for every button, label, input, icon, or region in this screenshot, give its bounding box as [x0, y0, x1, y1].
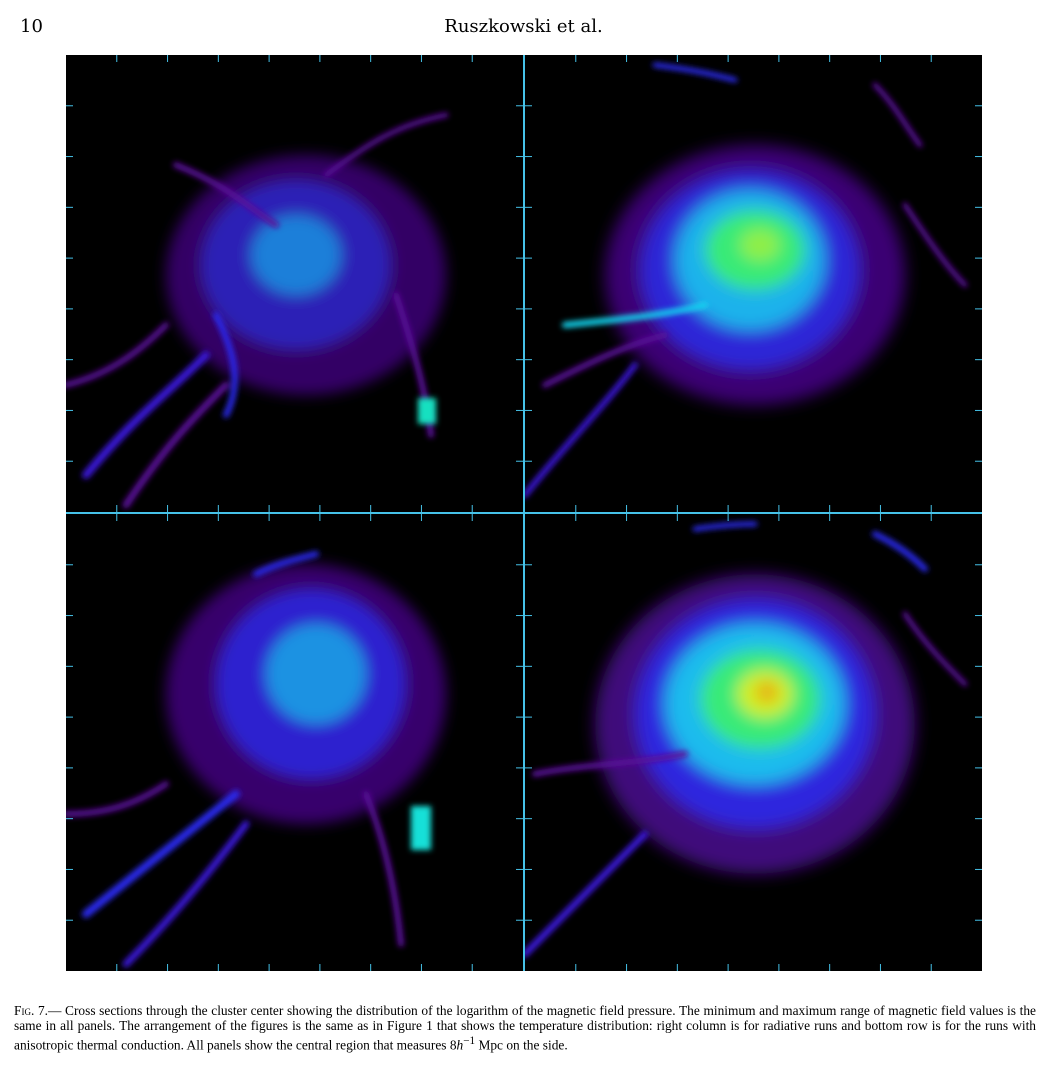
panel-divider-horizontal: [66, 512, 982, 514]
caption-label: Fig. 7.: [14, 1003, 48, 1018]
caption-math-exponent: −1: [463, 1034, 476, 1047]
panel-ticks: [525, 514, 982, 971]
panel-top-right-magnetic-pressure: [525, 55, 982, 512]
panel-top-left-image: [66, 55, 523, 512]
panel-bottom-right-image: [525, 514, 982, 971]
running-title: Ruszkowski et al.: [444, 16, 603, 37]
panel-ticks: [66, 55, 523, 512]
figure-caption: Fig. 7.— Cross sections through the clus…: [14, 1003, 1036, 1053]
panel-ticks: [525, 55, 982, 512]
caption-text: — Cross sections through the cluster cen…: [14, 1003, 1036, 1053]
panel-top-left-magnetic-pressure: [66, 55, 523, 512]
figure-7: [66, 55, 982, 971]
panel-bottom-left-image: [66, 514, 523, 971]
panel-top-right-image: [525, 55, 982, 512]
panel-bottom-left-magnetic-pressure: [66, 514, 523, 971]
panel-bottom-right-magnetic-pressure: [525, 514, 982, 971]
page-number: 10: [20, 16, 43, 37]
panel-ticks: [66, 514, 523, 971]
caption-math-h: h: [456, 1037, 464, 1053]
caption-text-end: Mpc on the side.: [475, 1037, 568, 1053]
